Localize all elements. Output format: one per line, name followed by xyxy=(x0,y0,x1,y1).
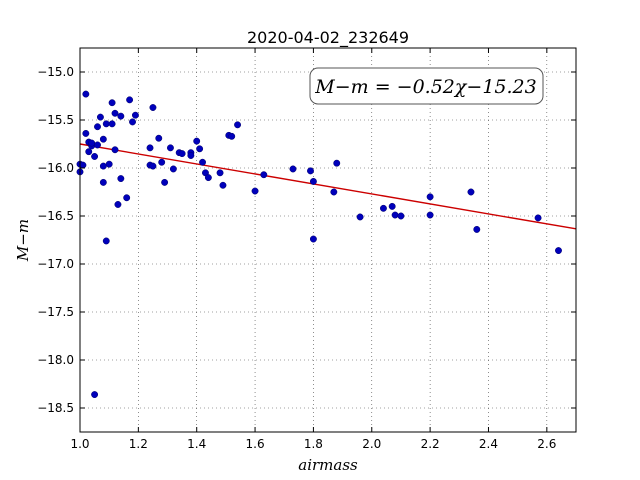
data-point xyxy=(228,132,236,140)
fit-line-layer xyxy=(79,143,577,230)
plot-area xyxy=(80,48,576,432)
data-point xyxy=(117,112,125,120)
fit-annotation: M−m = −0.52χ−15.23 xyxy=(309,67,544,105)
data-point xyxy=(102,120,110,128)
annotation-text: M−m = −0.52χ−15.23 xyxy=(314,76,536,98)
y-tick-label: −16.5 xyxy=(37,209,74,223)
data-point xyxy=(88,139,96,147)
x-tick-label: 2.4 xyxy=(479,437,498,451)
data-point xyxy=(91,391,99,399)
chart-title: 2020-04-02_232649 xyxy=(247,28,409,48)
data-point xyxy=(204,174,212,182)
data-point xyxy=(155,134,163,142)
data-point xyxy=(82,129,90,137)
data-point xyxy=(397,212,405,220)
data-point xyxy=(85,148,93,156)
plot-frame xyxy=(79,47,577,433)
data-point xyxy=(114,201,122,208)
data-point xyxy=(126,96,134,104)
y-axis-label: M−m xyxy=(14,219,32,262)
x-tick-label: 2.0 xyxy=(362,437,381,451)
data-point xyxy=(426,193,434,201)
data-point xyxy=(196,145,204,153)
y-tick-label: −17.5 xyxy=(37,305,74,319)
x-tick-label: 1.0 xyxy=(70,437,89,451)
y-tick-label: −15.5 xyxy=(37,113,74,127)
data-point xyxy=(234,121,242,129)
x-axis-label: airmass xyxy=(298,456,358,474)
x-tick-label: 1.2 xyxy=(129,437,148,451)
data-point xyxy=(99,135,107,143)
data-point xyxy=(391,211,399,219)
data-point xyxy=(166,144,174,152)
data-point xyxy=(146,144,154,152)
data-point xyxy=(219,181,227,189)
x-tick-label: 2.2 xyxy=(421,437,440,451)
data-point xyxy=(356,213,364,221)
data-point xyxy=(333,159,341,167)
data-point xyxy=(91,153,99,160)
data-point xyxy=(129,118,136,126)
data-point xyxy=(216,169,224,177)
x-tick-label: 1.4 xyxy=(187,437,206,451)
data-point xyxy=(99,178,107,186)
data-point xyxy=(105,160,113,168)
data-point xyxy=(149,104,157,111)
data-point xyxy=(379,204,387,212)
data-point xyxy=(426,211,434,219)
fit-line xyxy=(79,143,577,230)
annotation-box xyxy=(309,67,544,105)
data-point xyxy=(251,187,259,195)
data-point xyxy=(199,158,206,166)
data-point xyxy=(94,123,101,131)
data-point xyxy=(467,188,475,196)
x-tick-label: 2.6 xyxy=(537,437,556,451)
data-point xyxy=(111,109,119,117)
data-point xyxy=(330,188,338,196)
data-point xyxy=(473,225,481,233)
x-tick-label: 1.6 xyxy=(246,437,265,451)
data-point xyxy=(158,158,166,166)
y-tick-labels: −15.0 −15.5 −16.0 −16.5 −17.0 −17.5 −18.0 −18.5 xyxy=(37,65,74,415)
y-tick-label: −18.0 xyxy=(37,353,74,367)
data-point xyxy=(82,90,90,98)
data-point xyxy=(123,194,131,202)
x-tick-labels: 1.0 1.2 1.4 1.6 1.8 2.0 2.2 2.4 2.6 xyxy=(70,437,556,451)
y-tick-label: −18.5 xyxy=(37,401,74,415)
data-point xyxy=(99,162,107,170)
data-point xyxy=(161,178,169,186)
data-point xyxy=(108,120,116,128)
data-point xyxy=(289,165,297,173)
data-point xyxy=(94,141,101,149)
x-tick-label: 1.8 xyxy=(304,437,323,451)
data-point xyxy=(149,162,157,170)
grid xyxy=(79,48,576,432)
data-points xyxy=(76,90,562,399)
data-point xyxy=(117,175,125,183)
data-point xyxy=(169,165,177,173)
data-point xyxy=(309,235,317,243)
data-point xyxy=(111,146,119,154)
data-point xyxy=(260,171,268,179)
y-tick-label: −15.0 xyxy=(37,65,74,79)
data-point xyxy=(131,111,139,119)
data-point xyxy=(102,237,110,245)
data-point xyxy=(178,150,186,158)
data-point xyxy=(79,161,87,169)
y-tick-label: −17.0 xyxy=(37,257,74,271)
data-point xyxy=(193,137,201,145)
data-point xyxy=(534,214,542,222)
ticks xyxy=(79,48,576,432)
data-point xyxy=(555,247,562,255)
data-point xyxy=(309,177,317,185)
data-point xyxy=(187,152,195,159)
y-tick-label: −16.0 xyxy=(37,161,74,175)
data-point xyxy=(96,113,104,121)
data-point xyxy=(307,167,314,175)
data-point xyxy=(388,202,396,210)
data-point xyxy=(108,99,116,107)
